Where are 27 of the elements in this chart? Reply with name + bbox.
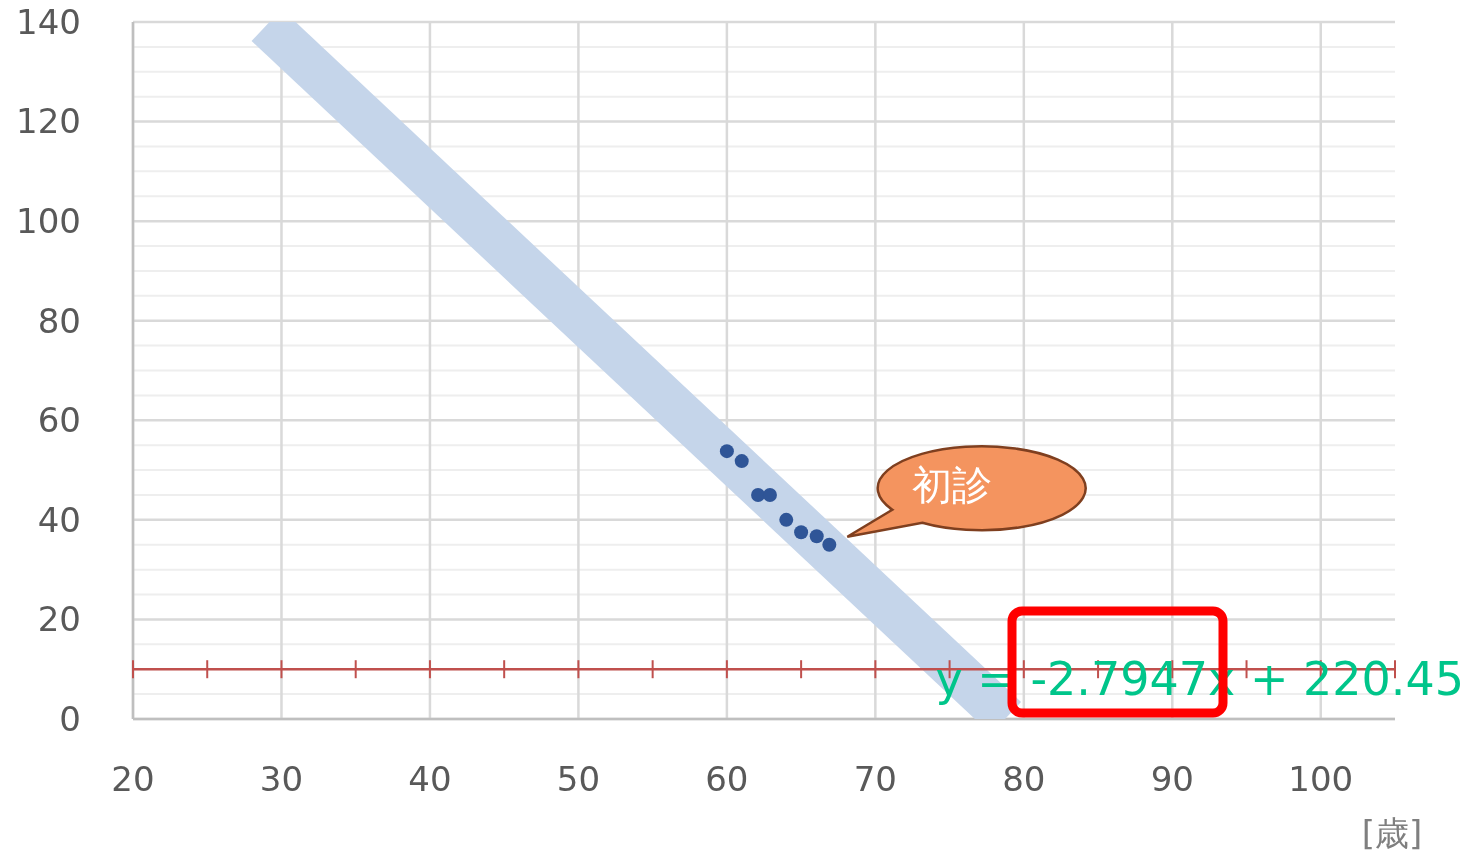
point — [762, 487, 777, 502]
point — [719, 444, 734, 459]
point — [809, 529, 824, 544]
x-tick-label: 90 — [1150, 759, 1194, 799]
point — [794, 525, 809, 540]
y-tick-label: 140 — [16, 1, 81, 42]
point — [779, 512, 794, 527]
point — [734, 454, 749, 469]
x-tick-label: 70 — [853, 759, 897, 799]
x-tick-label: 30 — [259, 759, 304, 799]
x-tick-label: 80 — [1002, 759, 1046, 799]
annotation: 初診 — [912, 461, 993, 508]
point — [751, 487, 766, 502]
point — [822, 537, 837, 552]
x-tick-label: 100 — [1288, 759, 1354, 799]
x-tick-label: 60 — [705, 759, 749, 799]
y-tick-label: 40 — [37, 499, 81, 540]
y-tick-label: 0 — [59, 698, 81, 739]
y-tick-label: 100 — [16, 201, 81, 242]
x-tick-label: 50 — [556, 759, 601, 799]
y-tick-label: 60 — [37, 400, 81, 441]
x-tick-label: 20 — [111, 759, 155, 799]
x-tick-label: 40 — [408, 759, 452, 799]
x-axis-title: [歳] — [1361, 813, 1423, 853]
y-tick-label: 20 — [37, 599, 81, 640]
y-tick-label: 80 — [37, 300, 81, 341]
y-tick-label: 120 — [16, 101, 81, 142]
